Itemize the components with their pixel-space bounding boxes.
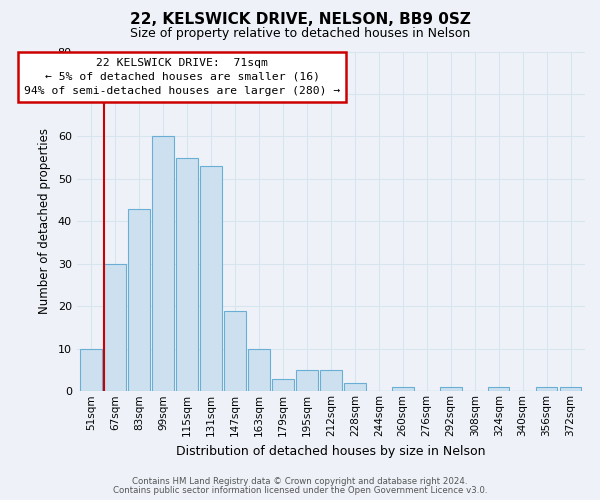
Bar: [152, 136, 174, 392]
Bar: [80, 349, 102, 392]
Bar: [392, 387, 413, 392]
Text: 22 KELSWICK DRIVE:  71sqm
← 5% of detached houses are smaller (16)
94% of semi-d: 22 KELSWICK DRIVE: 71sqm ← 5% of detache…: [24, 58, 340, 96]
Bar: [104, 264, 126, 392]
Bar: [320, 370, 341, 392]
Text: Contains HM Land Registry data © Crown copyright and database right 2024.: Contains HM Land Registry data © Crown c…: [132, 477, 468, 486]
Bar: [128, 208, 150, 392]
Bar: [272, 378, 293, 392]
Text: Contains public sector information licensed under the Open Government Licence v3: Contains public sector information licen…: [113, 486, 487, 495]
Bar: [200, 166, 221, 392]
Bar: [560, 387, 581, 392]
Text: Size of property relative to detached houses in Nelson: Size of property relative to detached ho…: [130, 28, 470, 40]
X-axis label: Distribution of detached houses by size in Nelson: Distribution of detached houses by size …: [176, 444, 485, 458]
Bar: [488, 387, 509, 392]
Bar: [248, 349, 269, 392]
Bar: [440, 387, 461, 392]
Text: 22, KELSWICK DRIVE, NELSON, BB9 0SZ: 22, KELSWICK DRIVE, NELSON, BB9 0SZ: [130, 12, 470, 28]
Bar: [224, 310, 245, 392]
Bar: [536, 387, 557, 392]
Bar: [344, 383, 365, 392]
Bar: [296, 370, 317, 392]
Y-axis label: Number of detached properties: Number of detached properties: [38, 128, 50, 314]
Bar: [176, 158, 198, 392]
